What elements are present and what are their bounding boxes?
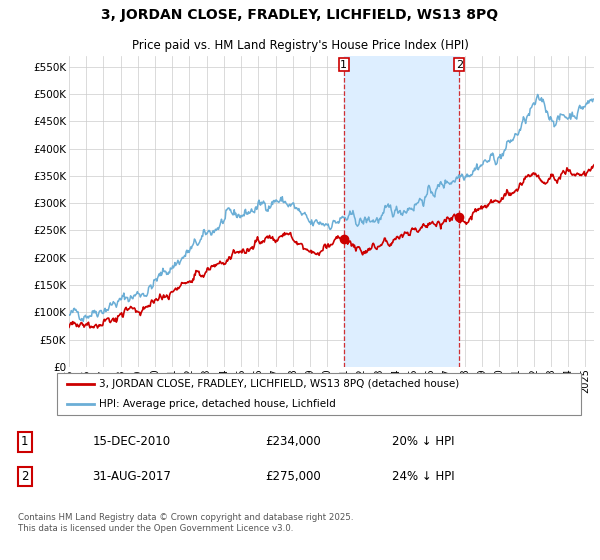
Text: £234,000: £234,000 bbox=[265, 435, 321, 449]
Text: 1: 1 bbox=[340, 60, 347, 70]
Text: 1: 1 bbox=[21, 435, 28, 449]
Text: 20% ↓ HPI: 20% ↓ HPI bbox=[392, 435, 455, 449]
Text: 3, JORDAN CLOSE, FRADLEY, LICHFIELD, WS13 8PQ (detached house): 3, JORDAN CLOSE, FRADLEY, LICHFIELD, WS1… bbox=[99, 379, 460, 389]
Text: Contains HM Land Registry data © Crown copyright and database right 2025.
This d: Contains HM Land Registry data © Crown c… bbox=[18, 514, 353, 533]
Text: 2: 2 bbox=[21, 470, 28, 483]
Bar bbox=[344, 56, 459, 367]
Text: HPI: Average price, detached house, Lichfield: HPI: Average price, detached house, Lich… bbox=[99, 399, 336, 409]
Text: 3, JORDAN CLOSE, FRADLEY, LICHFIELD, WS13 8PQ: 3, JORDAN CLOSE, FRADLEY, LICHFIELD, WS1… bbox=[101, 8, 499, 22]
Text: 31-AUG-2017: 31-AUG-2017 bbox=[92, 470, 172, 483]
FancyBboxPatch shape bbox=[56, 373, 581, 416]
Text: 24% ↓ HPI: 24% ↓ HPI bbox=[392, 470, 455, 483]
Text: 2: 2 bbox=[455, 60, 463, 70]
Text: £275,000: £275,000 bbox=[265, 470, 321, 483]
Text: Price paid vs. HM Land Registry's House Price Index (HPI): Price paid vs. HM Land Registry's House … bbox=[131, 39, 469, 52]
Text: 15-DEC-2010: 15-DEC-2010 bbox=[92, 435, 171, 449]
